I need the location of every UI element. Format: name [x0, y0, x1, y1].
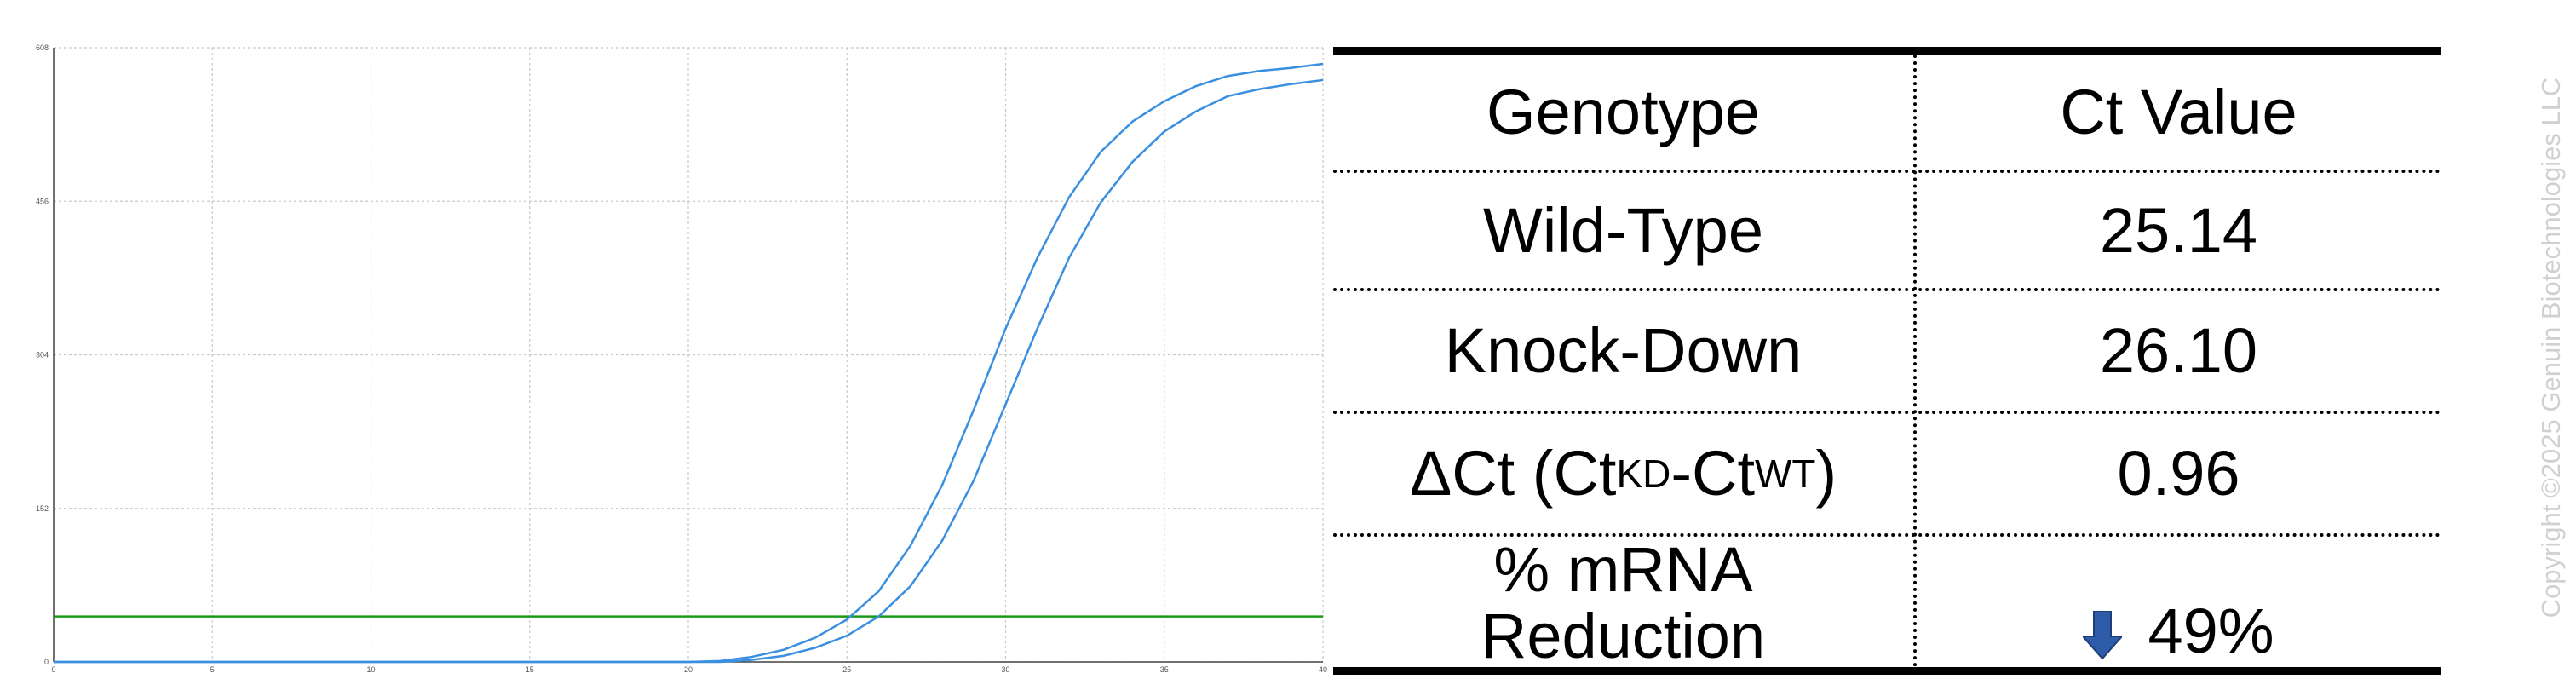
delta-ct-sub-wt: WT: [1755, 452, 1816, 496]
x-tick-label: 30: [1001, 665, 1009, 674]
delta-ct-sub-kd: KD: [1616, 452, 1671, 496]
results-table: Genotype Ct Value Wild-Type 25.14 Knock-…: [1333, 47, 2441, 676]
table-top-rule: [1333, 47, 2441, 55]
x-tick-label: 25: [842, 665, 851, 674]
reduction-value: 49%: [2148, 595, 2274, 666]
x-tick-label: 5: [210, 665, 215, 674]
reduction-label-line2: Reduction: [1481, 601, 1766, 671]
amplification-curve-2: [54, 78, 1324, 664]
row-delta-ct-value: 0.96: [2117, 438, 2240, 509]
row-divider: [1333, 288, 2441, 291]
row-divider: [1333, 533, 2441, 537]
y-tick-label: 608: [36, 43, 49, 52]
x-tick-label: 0: [51, 665, 55, 674]
reduction-label-line1: % mRNA: [1493, 534, 1753, 605]
header-genotype: Genotype: [1486, 76, 1760, 147]
x-tick-label: 10: [366, 665, 375, 674]
column-separator: [1913, 55, 1917, 667]
amplification-curve-1: [54, 62, 1324, 664]
amplification-chart: 0 5 10 15 20 25 30 35 40 0 152 304 456 608: [36, 43, 1327, 674]
row-wild-type-genotype: Wild-Type: [1483, 194, 1763, 266]
x-tick-label: 20: [684, 665, 693, 674]
reduction-value-cell: 49%: [1917, 592, 2441, 669]
copyright-watermark: Copyright ©2025 Genuin Biotechnologies L…: [2536, 77, 2566, 618]
x-tick-label: 40: [1319, 665, 1327, 674]
row-knock-down-ct: 26.10: [2099, 315, 2258, 386]
row-wild-type-ct: 25.14: [2099, 194, 2258, 266]
row-delta-ct-genotype: ΔCt (Ct KD -Ct WT): [1333, 414, 1913, 533]
row-knock-down-genotype: Knock-Down: [1444, 315, 1803, 386]
down-arrow-icon: [2083, 611, 2123, 659]
x-tick-label: 35: [1160, 665, 1169, 674]
y-tick-label: 0: [44, 658, 49, 666]
x-tick-label: 15: [526, 665, 534, 674]
delta-ct-label-mid: -Ct: [1670, 438, 1756, 509]
amplification-chart-svg: 0 5 10 15 20 25 30 35 40 0 152 304 456 608: [36, 43, 1327, 674]
y-tick-label: 304: [36, 351, 49, 360]
header-ct-value: Ct Value: [2060, 76, 2297, 147]
reduction-label: % mRNA Reduction: [1333, 537, 1913, 670]
delta-ct-label-end: ): [1815, 438, 1837, 509]
delta-ct-label: ΔCt (Ct: [1409, 438, 1617, 509]
y-tick-label: 456: [36, 197, 49, 205]
table-bottom-rule: [1333, 667, 2441, 675]
row-divider: [1333, 170, 2441, 173]
y-tick-label: 152: [36, 504, 49, 513]
row-divider: [1333, 411, 2441, 414]
